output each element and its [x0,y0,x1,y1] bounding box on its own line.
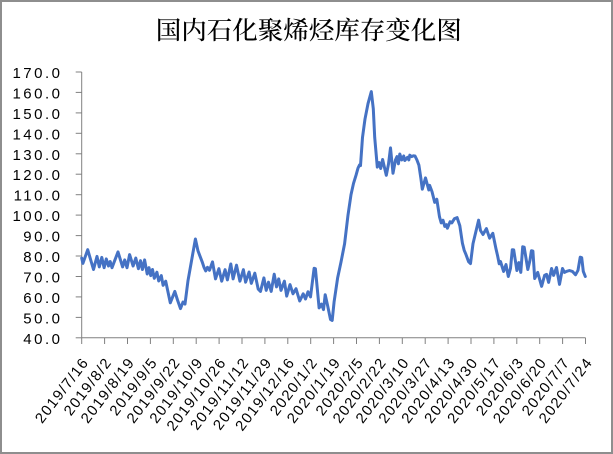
svg-text:60.0: 60.0 [23,290,62,307]
svg-text:40.0: 40.0 [23,331,62,348]
svg-text:50.0: 50.0 [23,310,62,327]
svg-text:150.0: 150.0 [12,106,62,123]
svg-text:80.0: 80.0 [23,249,62,266]
svg-text:70.0: 70.0 [23,270,62,287]
svg-text:90.0: 90.0 [23,229,62,246]
svg-text:130.0: 130.0 [12,147,62,164]
svg-text:100.0: 100.0 [12,208,62,225]
svg-text:160.0: 160.0 [12,85,62,102]
svg-text:170.0: 170.0 [12,65,62,82]
svg-text:110.0: 110.0 [14,188,63,205]
svg-text:140.0: 140.0 [12,126,62,143]
svg-text:120.0: 120.0 [12,167,62,184]
